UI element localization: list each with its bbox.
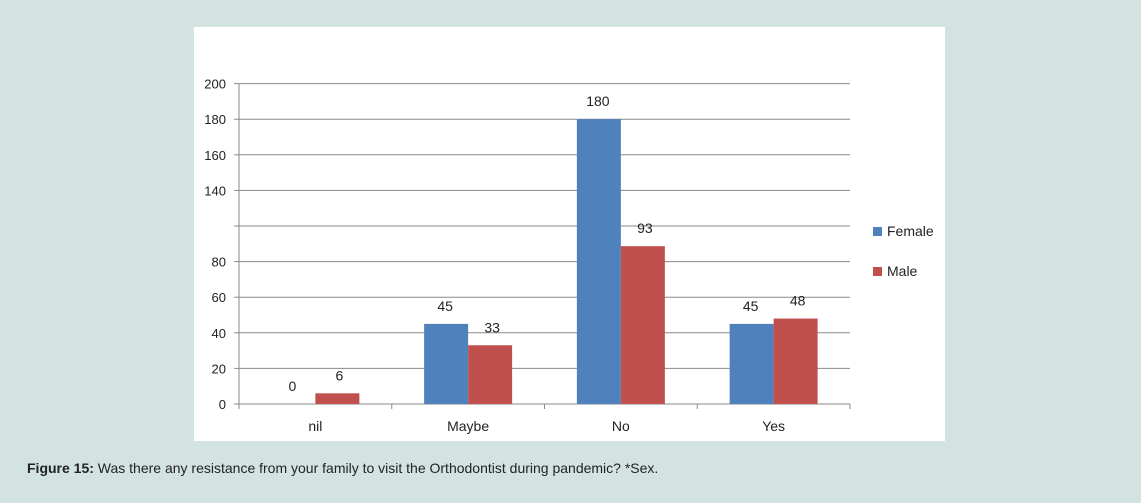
bar-female [424,323,469,404]
legend-item-male: Male [873,263,963,279]
y-tick-label: 20 [212,361,226,376]
y-tick-label: 140 [204,183,226,198]
y-tick-label: 40 [212,326,226,341]
figure-caption-text: Was there any resistance from your famil… [97,460,659,476]
x-tick-label: No [612,418,630,434]
y-tick-label: 180 [204,112,226,127]
bar-female [576,119,621,404]
bar-chart: 0 20 40 60 80 140 160 180 200 nil Maybe No Yes 0 45 180… [204,77,851,434]
legend-swatch-male [873,266,882,276]
x-tick-label: Yes [762,418,785,434]
data-label-male: 48 [790,293,806,309]
legend-item-female: Female [873,223,963,239]
figure-caption: Figure 15: Was there any resistance from… [27,460,658,476]
x-tick-label: Maybe [447,418,489,434]
data-label-male: 6 [335,367,343,383]
data-label-female: 0 [288,378,296,394]
legend-swatch-female [873,226,882,236]
y-tick-label: 200 [204,77,226,92]
bar-male [315,393,360,404]
figure-caption-label: Figure 15: [27,460,94,476]
data-label-male: 33 [484,319,500,335]
bar-male [468,345,513,404]
bar-male [620,246,665,404]
legend-label-female: Female [887,223,934,239]
y-tick-label: 0 [219,397,226,412]
y-tick-label: 80 [212,255,226,270]
data-label-female: 45 [437,298,453,314]
y-tick-label: 160 [204,148,226,163]
bar-female [729,323,774,404]
legend-label-male: Male [887,263,918,279]
data-label-male: 93 [637,220,653,236]
y-tick-label: 60 [212,290,226,305]
data-label-female: 45 [743,298,759,314]
bar-male [773,318,818,404]
x-tick-label: nil [308,418,322,434]
data-label-female: 180 [586,93,610,109]
chart-panel: 0 20 40 60 80 140 160 180 200 nil Maybe No Yes 0 45 180… [194,27,945,441]
